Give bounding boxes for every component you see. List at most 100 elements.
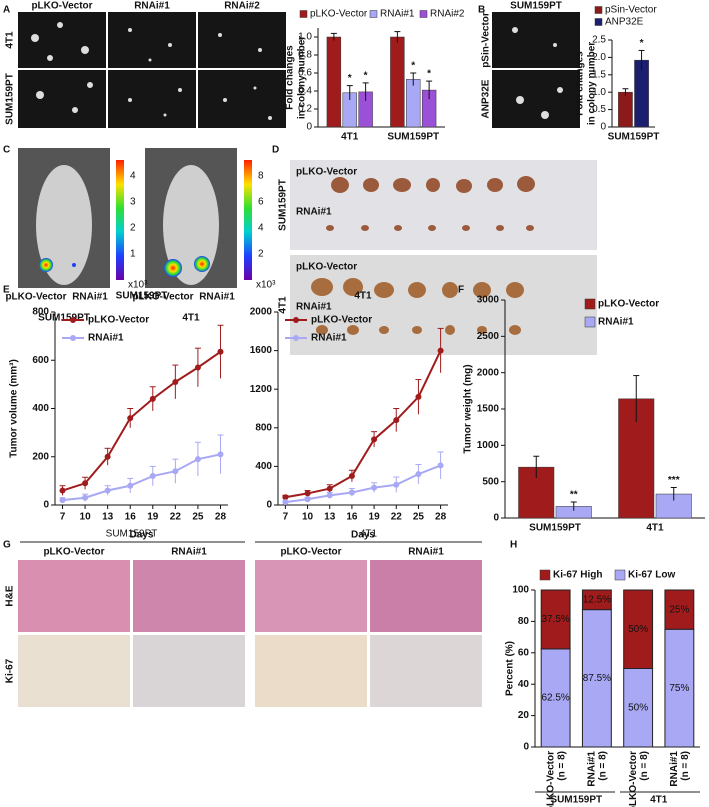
bar [390, 36, 405, 128]
legend-label: ANP32E [605, 17, 644, 28]
chart-title: 4T1 [354, 291, 372, 302]
label: pLKO-Vector [132, 292, 193, 303]
point [348, 473, 355, 480]
point [304, 496, 311, 503]
panel-label: C [3, 145, 10, 156]
legend-swatch [594, 18, 603, 26]
point [127, 415, 134, 422]
value-label: 62.5% [541, 693, 569, 704]
label: RNAi#1 [199, 292, 235, 303]
bar-segment [664, 589, 695, 630]
panel-label: F [458, 285, 464, 296]
label: 4 [130, 170, 136, 181]
label: SUM159PT [38, 313, 90, 324]
bar-segment [623, 589, 654, 669]
y-tick-label: 600 [32, 355, 49, 366]
y-tick-label: 20 [518, 710, 530, 721]
x-tick-label: 13 [324, 512, 336, 523]
value-label: 87.5% [583, 673, 611, 684]
x-tick-label: 4T1 [341, 132, 359, 143]
label: 8 [258, 170, 264, 181]
legend-label: RNAi#2 [430, 9, 465, 20]
x-axis-label: Days [351, 530, 375, 541]
legend-label: pLKO-Vector [88, 315, 149, 326]
y-tick-label: 1500 [477, 404, 500, 415]
point [217, 348, 224, 355]
x-tick-label: pLKO-Vector [545, 751, 556, 807]
y-axis-label: Percent (%) [505, 641, 516, 696]
point [415, 471, 422, 478]
y-tick-label: 0.4 [298, 86, 312, 97]
point [172, 468, 179, 475]
legend-swatch [539, 569, 551, 581]
x-tick-label: 19 [369, 512, 381, 523]
label: SUM159PT [278, 179, 289, 231]
label: Ki-67 [5, 658, 16, 683]
y-tick-label: 2.5 [592, 35, 606, 46]
label: SUM159PT [5, 73, 16, 125]
x-tick-label: SUM159PT [608, 132, 660, 143]
bar [634, 59, 649, 128]
point [304, 490, 311, 497]
point [282, 494, 289, 501]
legend-swatch [584, 316, 596, 328]
y-axis-label: Fold changes [285, 45, 296, 110]
legend-label: pLKO-Vector [311, 315, 372, 326]
x-tick-note: (n = 8) [680, 751, 691, 781]
y-tick-label: 40 [518, 679, 530, 690]
label: 4 [258, 222, 264, 233]
y-tick-label: 0 [523, 742, 529, 753]
value-label: 75% [669, 683, 689, 694]
legend-label: pSin-Vector [605, 5, 657, 16]
legend-marker [70, 335, 76, 341]
y-axis-label: Fold changes [575, 51, 586, 116]
series-line [62, 453, 221, 502]
label: x10³ [128, 280, 148, 291]
value-label: 50% [628, 702, 648, 713]
bar [406, 79, 421, 128]
point [217, 451, 224, 458]
panel-label: H [510, 540, 517, 551]
y-axis-label: Tumor weight (mg) [463, 364, 474, 453]
legend-swatch [419, 10, 428, 18]
group-label: SUM159PT [550, 795, 602, 806]
label: 4T1 [182, 313, 200, 324]
point [82, 494, 89, 501]
annotation: * [364, 71, 368, 82]
label: RNAi#1 [171, 547, 207, 558]
value-label: 12.5% [583, 594, 611, 605]
point [437, 347, 444, 354]
x-tick-label: 4T1 [646, 523, 664, 534]
y-tick-label: 2.0 [592, 52, 606, 63]
point [393, 481, 400, 488]
legend-label: Ki-67 High [553, 570, 602, 581]
bar-segment [581, 589, 612, 611]
x-axis-label: Days [130, 530, 154, 541]
annotation: * [348, 73, 352, 84]
point [393, 417, 400, 424]
legend-marker [70, 317, 76, 323]
series-line [62, 350, 222, 492]
label: 4T1 [278, 296, 289, 314]
point [348, 489, 355, 496]
x-tick-label: 7 [283, 512, 289, 523]
annotation: * [640, 38, 644, 49]
value-label: 50% [628, 624, 648, 635]
label: 4T1 [360, 529, 378, 540]
x-tick-label: 16 [346, 512, 358, 523]
y-tick-label: 80 [518, 616, 530, 627]
chart-title: SUM159PT [116, 291, 168, 302]
x-tick-label: 28 [435, 512, 447, 523]
label: 2 [130, 222, 136, 233]
group-label: 4T1 [650, 795, 668, 806]
panel-label: B [478, 5, 485, 16]
x-tick-label: 7 [60, 512, 66, 523]
tumor-photos [290, 160, 597, 355]
legend-swatch [614, 569, 626, 581]
panel-label: G [3, 540, 11, 551]
label: pLKO-Vector [5, 292, 66, 303]
legend-label: pLKO-Vector [598, 299, 659, 310]
x-tick-label: RNAi#1 [669, 751, 680, 787]
point [371, 436, 378, 443]
point [194, 456, 201, 463]
